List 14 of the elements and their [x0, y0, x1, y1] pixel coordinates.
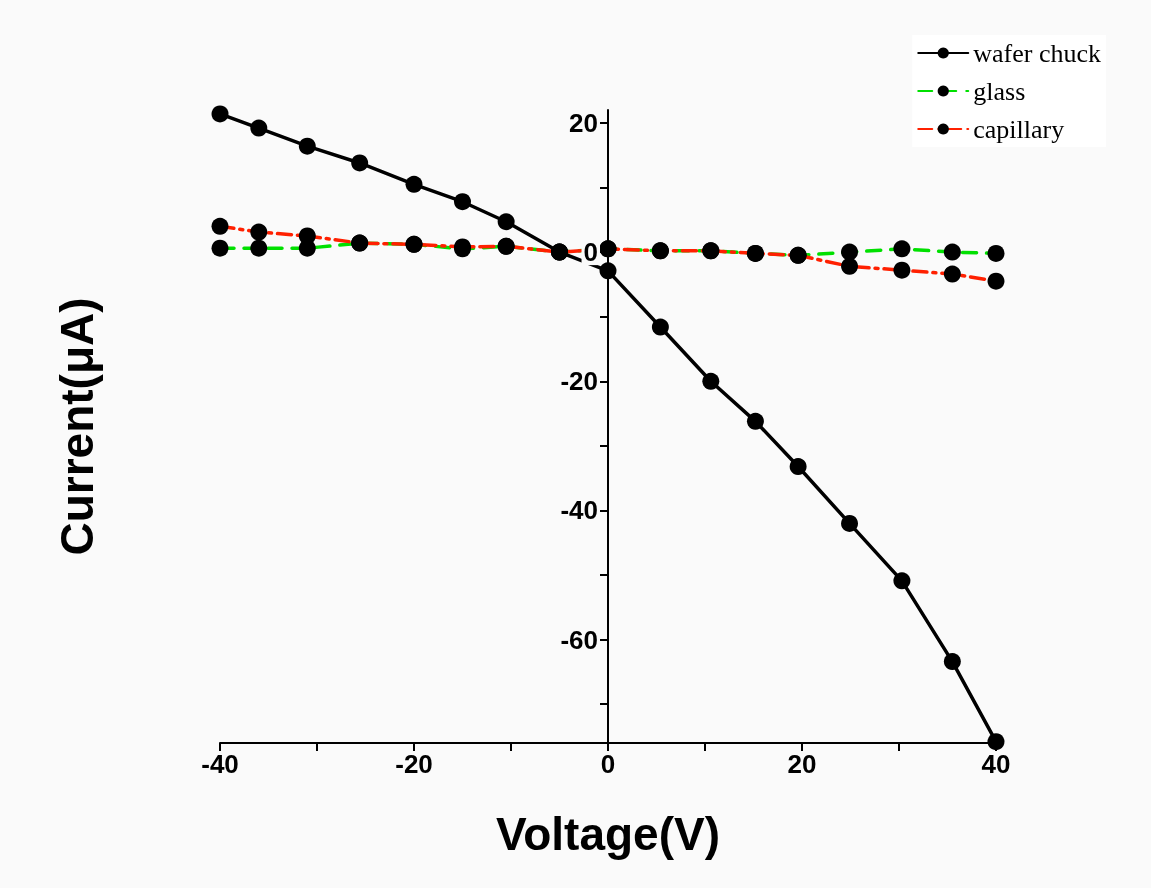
legend-label: glass: [973, 76, 1026, 106]
legend-label: capillary: [973, 114, 1065, 144]
y-tick-label: -20: [560, 366, 598, 397]
y-tick-label: -40: [560, 495, 598, 526]
y-tick-label: -60: [560, 624, 598, 655]
y-axis-title: Current(μA): [51, 297, 103, 556]
y-tick-label: 0: [583, 237, 598, 268]
x-tick-label: 40: [981, 749, 1011, 779]
y-tick-label: 20: [569, 107, 598, 138]
x-tick-label: -20: [395, 749, 433, 779]
x-axis-title: Voltage(V): [495, 808, 721, 860]
x-tick-label: -40: [201, 749, 239, 779]
x-tick-label: 20: [787, 749, 817, 779]
legend-label: wafer chuck: [973, 38, 1102, 68]
